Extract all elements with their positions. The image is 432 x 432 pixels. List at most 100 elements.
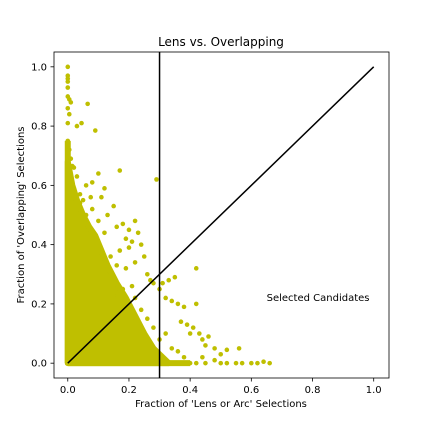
data-point [163,331,168,336]
data-point [178,319,184,324]
data-point [83,212,89,218]
data-point [89,180,95,185]
data-point [255,360,260,366]
data-point [206,334,211,339]
data-point [129,283,135,289]
data-point [187,360,193,366]
data-point [96,171,101,176]
data-point [65,138,71,144]
data-point [129,239,135,244]
data-point [65,79,71,84]
x-axis-label: Fraction of 'Lens or Arc' Selections [135,399,307,410]
data-point [65,120,71,126]
data-points [65,64,272,366]
data-point [141,254,147,259]
data-point [117,168,123,173]
plot-frame [53,51,390,379]
data-point [218,351,224,357]
data-point [193,301,199,307]
data-point [249,360,254,366]
data-point [187,331,193,336]
data-point [135,230,141,236]
data-point [80,197,86,203]
data-point [154,177,159,182]
data-point [126,227,132,233]
data-point [151,325,156,330]
x-tick-label: 0.2 [121,385,137,396]
data-point [65,106,71,111]
data-point [102,230,107,236]
data-point [261,359,266,365]
data-point [74,123,80,129]
data-point [132,260,138,265]
data-point [117,248,123,253]
data-point [108,254,113,259]
data-point [236,346,242,351]
x-tick-label: 0.8 [305,385,321,396]
data-point [190,325,196,330]
data-point [66,111,72,117]
x-tick-label: 1.0 [366,385,382,396]
data-point [88,194,94,200]
data-point [224,347,230,353]
x-tick-label: 0.0 [60,385,76,396]
data-point [65,64,71,70]
data-point [169,298,175,304]
data-point [224,360,230,366]
annotation-selected-candidates: Selected Candidates [267,293,370,304]
data-point [71,186,77,191]
y-tick-label: 0.8 [31,122,47,133]
data-point [193,360,199,366]
data-point [102,186,107,191]
y-tick-label: 0.6 [31,181,47,192]
data-point [123,236,129,242]
x-tick-label: 0.4 [182,385,198,396]
data-point [138,242,144,247]
data-point [114,263,120,268]
data-point [267,360,272,366]
data-point [105,212,110,218]
data-point [89,206,95,212]
data-point [212,346,217,351]
data-point [96,218,101,224]
data-point [138,307,144,313]
data-point [181,304,187,310]
diagonal-line [67,66,375,364]
data-point [218,360,224,366]
data-point [93,128,98,133]
data-point [65,159,71,164]
data-point [172,274,178,280]
data-point [83,183,89,188]
data-point [200,354,205,360]
data-point [184,322,190,327]
data-point [114,224,120,230]
data-point [197,331,202,336]
y-axis-ticks: 0.0 0.2 0.4 0.6 0.8 1.0 [31,62,54,370]
data-point [77,200,83,206]
data-point [175,349,181,354]
data-point [65,85,71,90]
data-point [85,101,90,107]
data-point [65,171,71,176]
reference-lines [67,52,375,378]
data-point [111,203,116,209]
data-point [193,266,199,271]
data-point [126,245,132,250]
dense-cloud-region [64,158,172,367]
data-point [77,191,83,197]
chart-title: Lens vs. Overlapping [158,35,284,49]
data-point [203,360,208,366]
data-point [74,174,80,179]
data-point [145,271,150,277]
data-point [111,292,116,298]
data-point [71,165,77,170]
y-tick-label: 1.0 [31,62,47,73]
data-point [145,316,150,322]
data-point [163,295,168,301]
x-tick-label: 0.6 [243,385,259,396]
data-point [68,100,74,105]
y-tick-label: 0.0 [31,359,47,370]
y-tick-label: 0.4 [31,240,47,251]
y-tick-label: 0.2 [31,299,47,310]
